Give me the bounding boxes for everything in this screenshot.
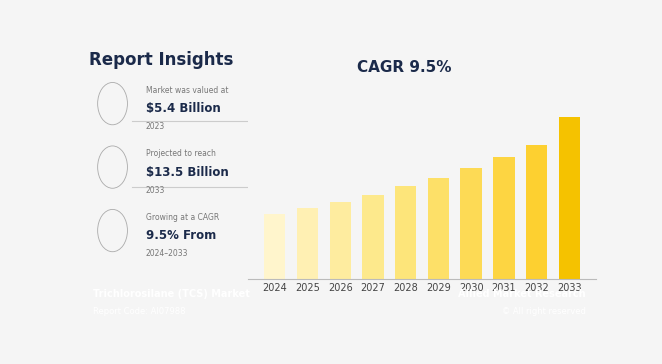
Text: Report Insights: Report Insights xyxy=(89,51,234,69)
Text: Growing at a CAGR: Growing at a CAGR xyxy=(146,213,219,222)
Text: Market was valued at: Market was valued at xyxy=(146,86,228,95)
Bar xyxy=(264,214,285,279)
Bar xyxy=(395,186,416,279)
Text: © All right reserved: © All right reserved xyxy=(502,307,585,316)
Text: 2023: 2023 xyxy=(146,122,165,131)
Text: 2033: 2033 xyxy=(146,186,165,195)
Text: Report Code: AI07988: Report Code: AI07988 xyxy=(93,307,185,316)
Bar xyxy=(461,168,482,279)
Bar xyxy=(428,178,449,279)
Bar xyxy=(297,208,318,279)
Bar xyxy=(362,195,383,279)
Bar xyxy=(330,202,351,279)
Text: $5.4 Billion: $5.4 Billion xyxy=(146,102,220,115)
Text: Allied Market Research: Allied Market Research xyxy=(458,289,585,299)
Text: Projected to reach: Projected to reach xyxy=(146,150,216,158)
Text: $13.5 Billion: $13.5 Billion xyxy=(146,166,228,179)
Bar xyxy=(526,146,547,279)
Text: CAGR 9.5%: CAGR 9.5% xyxy=(357,60,452,75)
Text: 2024–2033: 2024–2033 xyxy=(146,249,188,258)
Bar xyxy=(493,158,514,279)
Text: Trichlorosilane (TCS) Market: Trichlorosilane (TCS) Market xyxy=(93,289,250,299)
Text: 9.5% From: 9.5% From xyxy=(146,229,216,242)
Bar xyxy=(559,116,580,279)
